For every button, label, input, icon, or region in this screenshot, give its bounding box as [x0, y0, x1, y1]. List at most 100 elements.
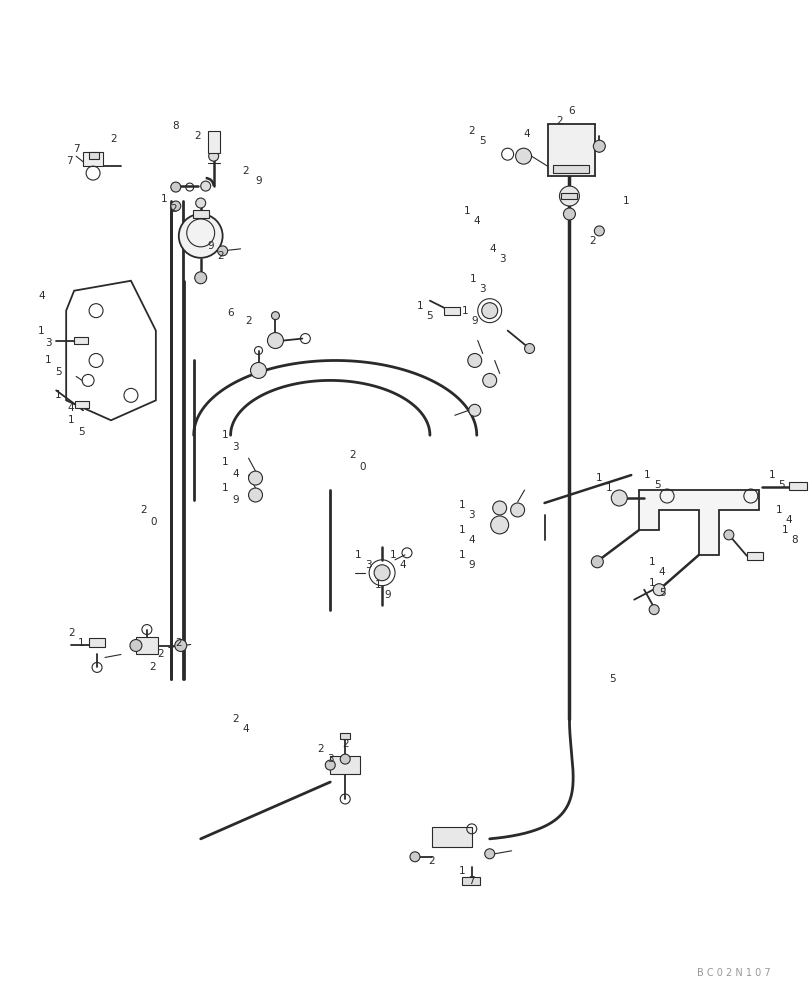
Text: 1: 1 — [780, 525, 787, 535]
Text: 1: 1 — [68, 415, 75, 425]
Text: 1: 1 — [389, 550, 396, 560]
Text: 1: 1 — [463, 206, 470, 216]
Circle shape — [195, 272, 207, 284]
Text: 2: 2 — [245, 316, 251, 326]
Text: 2: 2 — [157, 649, 164, 659]
Circle shape — [483, 373, 496, 387]
Circle shape — [652, 584, 664, 596]
Text: 5: 5 — [478, 136, 486, 146]
Circle shape — [515, 148, 531, 164]
Circle shape — [590, 556, 603, 568]
Bar — [89, 152, 99, 159]
Circle shape — [467, 354, 481, 367]
Text: 1: 1 — [55, 390, 62, 400]
Text: 1: 1 — [222, 430, 229, 440]
Text: 7: 7 — [468, 876, 474, 886]
Text: 2: 2 — [588, 236, 595, 246]
Text: 1: 1 — [648, 557, 654, 567]
Text: 1: 1 — [461, 306, 467, 316]
Circle shape — [374, 565, 389, 581]
Circle shape — [510, 503, 524, 517]
Circle shape — [468, 404, 480, 416]
Circle shape — [208, 151, 218, 161]
Text: 1: 1 — [469, 274, 475, 284]
Text: 2: 2 — [341, 739, 348, 749]
Bar — [89, 638, 105, 647]
Text: 6: 6 — [568, 106, 574, 116]
Text: 9: 9 — [468, 560, 474, 570]
Text: 4: 4 — [473, 216, 479, 226]
Bar — [461, 877, 479, 885]
Text: 1: 1 — [595, 473, 602, 483]
Bar — [208, 131, 219, 153]
Bar — [547, 124, 594, 176]
Bar — [330, 756, 360, 774]
Text: 4: 4 — [468, 535, 474, 545]
Circle shape — [340, 754, 350, 764]
Text: 1: 1 — [775, 505, 781, 515]
Text: 1: 1 — [458, 550, 465, 560]
Bar — [74, 337, 88, 344]
Text: 1: 1 — [38, 326, 45, 336]
Circle shape — [195, 198, 205, 208]
Bar — [787, 482, 805, 490]
Text: 5: 5 — [653, 480, 659, 490]
Text: 1: 1 — [458, 525, 465, 535]
Text: 1: 1 — [416, 301, 423, 311]
Text: 1: 1 — [45, 355, 51, 365]
Circle shape — [492, 501, 506, 515]
Text: 4: 4 — [242, 724, 248, 734]
Text: 1: 1 — [458, 866, 465, 876]
Text: 5: 5 — [78, 427, 84, 437]
Circle shape — [593, 140, 604, 152]
Circle shape — [217, 246, 227, 256]
Text: 2: 2 — [140, 505, 147, 515]
Bar — [340, 733, 350, 739]
Text: 2: 2 — [556, 116, 562, 126]
Bar — [444, 307, 459, 315]
Text: 6: 6 — [227, 308, 234, 318]
Circle shape — [481, 303, 497, 319]
Text: 1: 1 — [222, 483, 229, 493]
Circle shape — [267, 333, 283, 349]
Text: 1: 1 — [622, 196, 629, 206]
Bar — [431, 827, 471, 847]
Circle shape — [490, 516, 508, 534]
Text: 4: 4 — [232, 469, 238, 479]
Text: 3: 3 — [45, 338, 51, 348]
Circle shape — [178, 214, 222, 258]
Text: 1: 1 — [354, 550, 361, 560]
Text: 2: 2 — [428, 856, 435, 866]
Text: 4: 4 — [658, 567, 664, 577]
Bar — [135, 637, 157, 654]
Text: 1: 1 — [78, 638, 84, 648]
Text: 5: 5 — [426, 311, 433, 321]
Circle shape — [325, 760, 335, 770]
Text: 1: 1 — [458, 500, 465, 510]
Circle shape — [130, 640, 142, 651]
Text: B C 0 2 N 1 0 7: B C 0 2 N 1 0 7 — [696, 968, 770, 978]
Text: 1: 1 — [643, 470, 650, 480]
Text: 7: 7 — [66, 156, 72, 166]
Text: 9: 9 — [207, 241, 214, 251]
Circle shape — [611, 490, 626, 506]
Text: 1: 1 — [605, 483, 611, 493]
Text: 4: 4 — [38, 291, 45, 301]
Polygon shape — [638, 490, 757, 555]
Text: 1: 1 — [375, 580, 381, 590]
Bar — [192, 210, 208, 218]
Text: 0: 0 — [358, 462, 365, 472]
Text: 7: 7 — [73, 144, 79, 154]
Circle shape — [563, 208, 575, 220]
Text: 1: 1 — [767, 470, 775, 480]
Text: 2: 2 — [68, 628, 75, 638]
Text: 9: 9 — [232, 495, 238, 505]
Circle shape — [559, 186, 579, 206]
Text: 5: 5 — [658, 588, 664, 598]
Text: 4: 4 — [784, 515, 791, 525]
Text: 1: 1 — [222, 457, 229, 467]
Text: 4: 4 — [399, 560, 406, 570]
Bar — [83, 152, 103, 166]
Text: 2: 2 — [170, 204, 177, 214]
Text: 4: 4 — [489, 244, 496, 254]
